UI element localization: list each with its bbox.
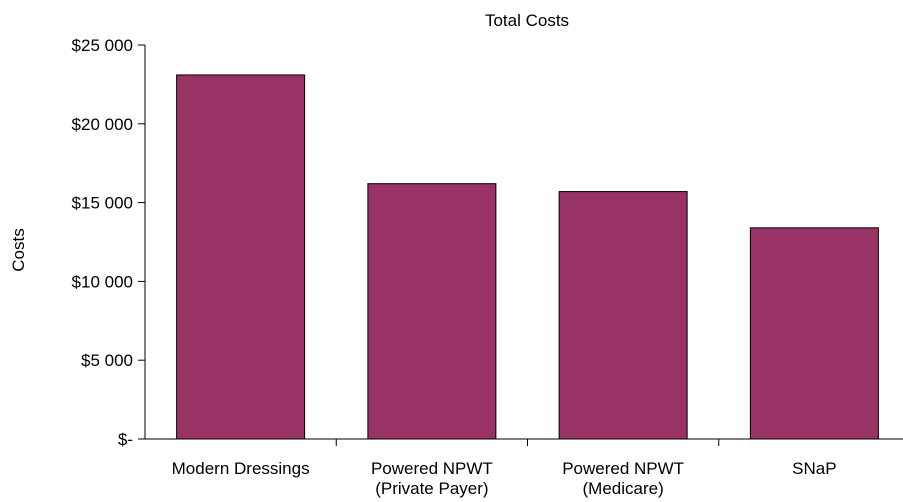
bar xyxy=(367,183,497,440)
y-tick-label: $- xyxy=(118,430,133,449)
x-tick-label: Modern Dressings xyxy=(172,459,310,478)
y-tick-label: $15 000 xyxy=(72,194,133,213)
y-axis-label: Costs xyxy=(9,228,28,271)
y-tick-label: $5 000 xyxy=(81,351,133,370)
bar xyxy=(558,191,688,440)
y-tick-label: $10 000 xyxy=(72,272,133,291)
bars xyxy=(176,74,879,440)
chart-title: Total Costs xyxy=(485,11,569,30)
y-ticks: $25 000 $20 000 $15 000 $10 000 $5 000 $- xyxy=(72,36,145,449)
x-tick-label: SNaP xyxy=(792,459,836,478)
y-tick-label: $25 000 xyxy=(72,36,133,55)
x-ticks: Modern Dressings Powered NPWT (Private Pay… xyxy=(172,439,837,498)
x-tick-label: Powered NPWT (Medicare) xyxy=(562,459,684,498)
x-tick-label: Powered NPWT (Private Payer) xyxy=(371,459,493,498)
y-tick-label: $20 000 xyxy=(72,115,133,134)
bar xyxy=(749,227,879,440)
bar xyxy=(176,74,306,440)
